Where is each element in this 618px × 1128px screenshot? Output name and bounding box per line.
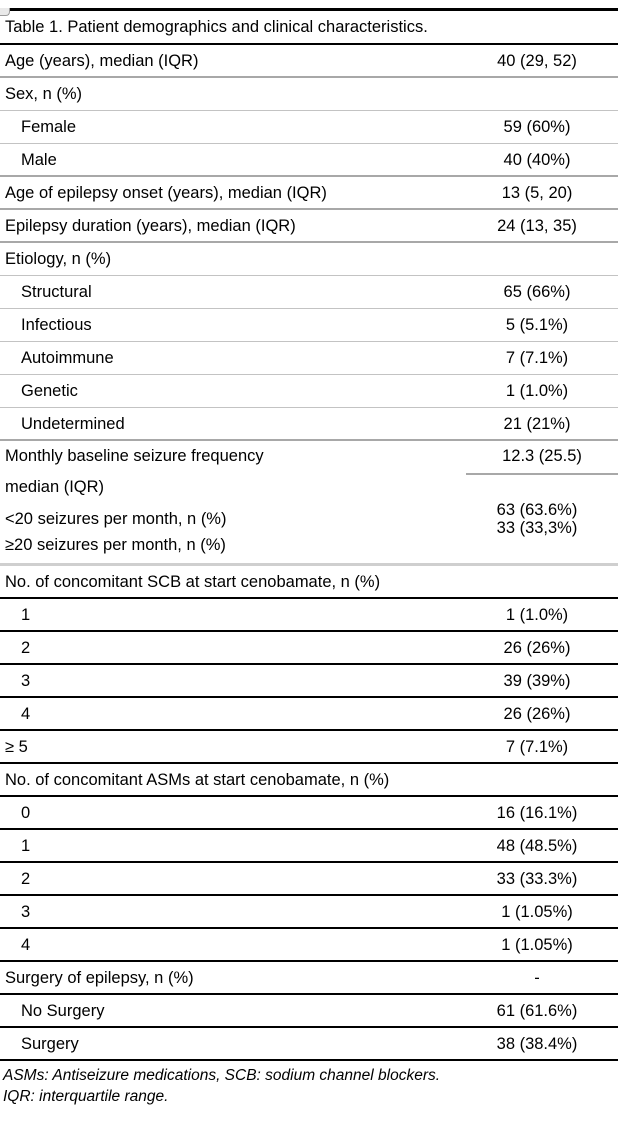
row-value: 38 (38.4%): [496, 1034, 578, 1053]
row-value: 1 (1.05%): [501, 902, 573, 921]
row-value: 1 (1.0%): [505, 382, 569, 400]
paper-page: Table 1. Patient demographics and clinic…: [0, 8, 618, 1128]
table-title: Table 1. Patient demographics and clinic…: [5, 18, 428, 36]
row-value: 65 (66%): [503, 283, 571, 301]
row-label: 3: [21, 902, 31, 921]
row-label: Structural: [21, 283, 92, 301]
row-value: 40 (29, 52): [497, 51, 577, 70]
table-row: No. of concomitant ASMs at start cenobam…: [0, 764, 618, 797]
window-corner-artifact: [0, 8, 10, 16]
table-row: 1 1 (1.0%): [0, 599, 618, 632]
table-row: 2 26 (26%): [0, 632, 618, 665]
row-label: 1: [21, 605, 31, 624]
row-label: 1: [21, 836, 31, 855]
row-label: No. of concomitant ASMs at start cenobam…: [5, 770, 390, 789]
table-footnotes: ASMs: Antiseizure medications, SCB: sodi…: [0, 1065, 618, 1107]
table-row: Genetic 1 (1.0%): [0, 375, 618, 408]
row-label: Infectious: [21, 316, 92, 334]
seizure-frequency-values: 12.3 (25.5) 63 (63.6%) 33 (33,3%): [456, 446, 618, 537]
table-row: No. of concomitant SCB at start cenobama…: [0, 566, 618, 599]
row-label: No Surgery: [21, 1001, 105, 1020]
row-value: 48 (48.5%): [496, 836, 578, 855]
table-row: Structural 65 (66%): [0, 276, 618, 309]
row-label: 2: [21, 869, 31, 888]
table-row: Male 40 (40%): [0, 144, 618, 177]
row-value: 7 (7.1%): [505, 349, 569, 367]
seizure-rate-values: 63 (63.6%) 33 (33,3%): [456, 501, 618, 537]
row-label: Undetermined: [21, 414, 125, 433]
table-row: 4 26 (26%): [0, 698, 618, 731]
row-label: Etiology, n (%): [5, 250, 112, 268]
row-label: 4: [21, 935, 31, 954]
table-row: 2 33 (33.3%): [0, 863, 618, 896]
row-label: Age of epilepsy onset (years), median (I…: [5, 183, 327, 202]
row-label: No. of concomitant SCB at start cenobama…: [5, 572, 381, 591]
footnote-iqr: IQR: interquartile range.: [3, 1088, 169, 1105]
table-row: Undetermined 21 (21%): [0, 408, 618, 441]
row-label: Genetic: [21, 382, 78, 400]
table-row: ≥ 5 7 (7.1%): [0, 731, 618, 764]
row-label: median (IQR): [5, 478, 105, 496]
row-value: 33 (33.3%): [496, 869, 578, 888]
row-label: Female: [21, 118, 77, 136]
seizure-frequency-labels: Monthly baseline seizure frequency median…: [0, 446, 456, 555]
row-label: Surgery: [21, 1034, 79, 1053]
median-iqr-value: 12.3 (25.5): [466, 446, 618, 475]
row-value: 63 (63.6%): [496, 501, 578, 519]
row-label: Male: [21, 150, 57, 169]
row-value: 7 (7.1%): [505, 737, 569, 756]
row-label: <20 seizures per month, n (%): [5, 510, 227, 528]
row-value: 26 (26%): [503, 638, 571, 657]
table-1: Table 1. Patient demographics and clinic…: [0, 8, 618, 1061]
row-label: Epilepsy duration (years), median (IQR): [5, 216, 296, 235]
row-value: 1 (1.05%): [501, 935, 573, 954]
table-row: Age (years), median (IQR) 40 (29, 52): [0, 45, 618, 78]
row-label: Age (years), median (IQR): [5, 51, 199, 70]
table-row: Female 59 (60%): [0, 111, 618, 144]
table-row: No Surgery 61 (61.6%): [0, 995, 618, 1028]
row-value: 13 (5, 20): [501, 183, 573, 202]
row-label: 3: [21, 671, 31, 690]
row-label: Surgery of epilepsy, n (%): [5, 968, 194, 987]
table-body: Age (years), median (IQR) 40 (29, 52) Sex,…: [0, 45, 618, 1061]
row-value: -: [534, 968, 540, 987]
table-row: 1 48 (48.5%): [0, 830, 618, 863]
table-row: Sex, n (%): [0, 78, 618, 111]
table-row: 3 1 (1.05%): [0, 896, 618, 929]
table-row: Etiology, n (%): [0, 243, 618, 276]
row-value: 59 (60%): [503, 118, 571, 136]
row-label: Autoimmune: [21, 349, 114, 367]
table-row: Age of epilepsy onset (years), median (I…: [0, 177, 618, 210]
table-row: 0 16 (16.1%): [0, 797, 618, 830]
row-label: 4: [21, 704, 31, 723]
row-label: Monthly baseline seizure frequency: [5, 447, 264, 465]
row-value: 5 (5.1%): [505, 316, 569, 334]
row-label: Sex, n (%): [5, 85, 83, 103]
row-value: 61 (61.6%): [496, 1001, 578, 1020]
row-value: 40 (40%): [503, 150, 571, 169]
row-label: 2: [21, 638, 31, 657]
table-row: 4 1 (1.05%): [0, 929, 618, 962]
table-row: Autoimmune 7 (7.1%): [0, 342, 618, 375]
row-label: 0: [21, 803, 31, 822]
row-value: 39 (39%): [503, 671, 571, 690]
row-label: ≥ 5: [5, 737, 28, 756]
row-value: 21 (21%): [503, 414, 571, 433]
row-value: 24 (13, 35): [497, 216, 577, 235]
table-caption-row: Table 1. Patient demographics and clinic…: [0, 11, 618, 45]
table-row: Epilepsy duration (years), median (IQR) 2…: [0, 210, 618, 243]
row-value: 33 (33,3%): [496, 519, 578, 537]
table-row: Surgery 38 (38.4%): [0, 1028, 618, 1061]
row-value: 1 (1.0%): [505, 605, 569, 624]
table-row: Infectious 5 (5.1%): [0, 309, 618, 342]
row-value: 26 (26%): [503, 704, 571, 723]
row-value: 16 (16.1%): [496, 803, 578, 822]
table-row: Surgery of epilepsy, n (%) -: [0, 962, 618, 995]
seizure-frequency-block: Monthly baseline seizure frequency median…: [0, 441, 618, 566]
footnote-abbreviations: ASMs: Antiseizure medications, SCB: sodi…: [3, 1067, 441, 1084]
table-row: 3 39 (39%): [0, 665, 618, 698]
row-label: ≥20 seizures per month, n (%): [5, 536, 226, 554]
